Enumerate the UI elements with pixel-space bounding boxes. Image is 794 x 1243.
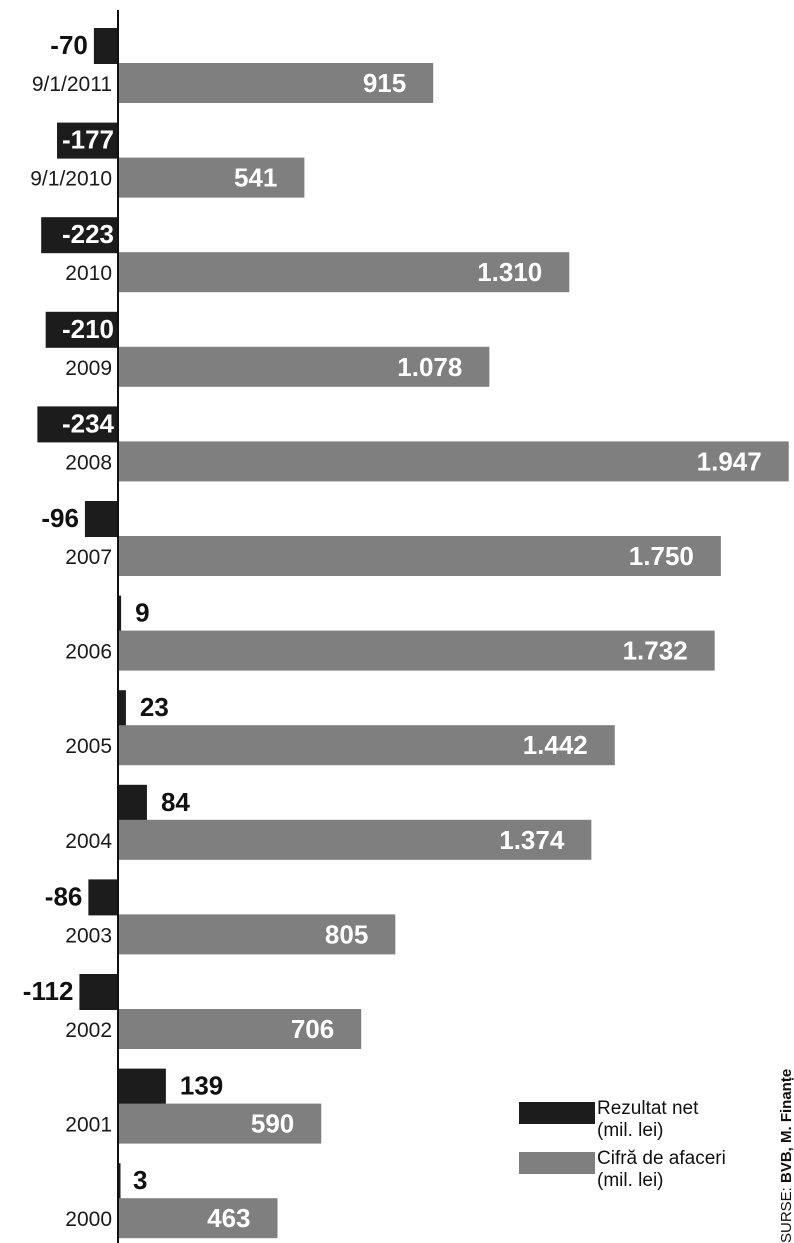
net-result-label: 3 <box>133 1165 147 1195</box>
source-text: BVB, M. Finanțe <box>778 1068 794 1183</box>
category-label: 2006 <box>65 641 112 664</box>
turnover-label: 805 <box>325 919 368 949</box>
source-note: SURSE: BVB, M. Finanțe <box>778 1069 794 1243</box>
turnover-label: 1.078 <box>397 352 462 382</box>
net-result-label: 139 <box>180 1071 223 1101</box>
category-label: 2010 <box>65 262 112 285</box>
net-result-bar <box>57 122 118 159</box>
net-result-label: -210 <box>62 314 114 344</box>
net-result-label: -86 <box>45 881 83 911</box>
turnover-bar <box>118 157 305 198</box>
net-result-bar <box>45 311 118 348</box>
turnover-bar <box>118 725 615 766</box>
legend-swatch-net-result <box>519 1102 595 1124</box>
turnover-bar <box>118 536 721 576</box>
net-result-bar <box>88 879 118 916</box>
source-prefix: SURSE: <box>778 1182 794 1243</box>
legend-label-net-result: Rezultat net <box>597 1098 699 1119</box>
net-result-bar <box>118 1163 121 1200</box>
net-result-bar <box>118 595 122 632</box>
turnover-bar <box>118 1009 362 1049</box>
net-result-label: -96 <box>41 503 79 533</box>
turnover-label: 463 <box>207 1203 250 1233</box>
turnover-bar <box>118 819 592 860</box>
net-result-label: -70 <box>50 30 88 60</box>
category-label: 2005 <box>65 735 112 758</box>
turnover-label: 706 <box>291 1014 334 1044</box>
turnover-label: 1.310 <box>477 257 542 287</box>
turnover-bar <box>118 1198 278 1239</box>
legend: Rezultat net (mil. lei) Cifră de afaceri… <box>519 1098 757 1198</box>
turnover-label: 1.442 <box>523 730 588 760</box>
turnover-label: 590 <box>251 1109 294 1139</box>
net-result-label: -234 <box>62 408 115 438</box>
turnover-bar <box>118 630 715 671</box>
turnover-label: 541 <box>234 163 277 193</box>
legend-item-net-result: Rezultat net (mil. lei) <box>519 1098 757 1142</box>
turnover-bar <box>118 441 789 482</box>
turnover-label: 915 <box>363 68 406 98</box>
net-result-label: -177 <box>62 125 114 155</box>
net-result-bar <box>118 1068 166 1105</box>
turnover-bar <box>118 914 396 955</box>
category-label: 2009 <box>65 357 112 380</box>
turnover-bar <box>118 1103 322 1144</box>
turnover-bar <box>118 63 434 103</box>
category-label: 2002 <box>65 1019 112 1042</box>
net-result-bar <box>37 406 118 443</box>
net-result-bar <box>79 974 118 1010</box>
net-result-bar <box>118 784 147 821</box>
legend-swatch-turnover <box>519 1152 595 1174</box>
legend-item-turnover: Cifră de afaceri (mil. lei) <box>519 1148 757 1192</box>
category-label: 2003 <box>65 924 112 947</box>
legend-unit-net-result: (mil. lei) <box>597 1120 664 1141</box>
category-label: 2001 <box>65 1114 112 1137</box>
net-result-label: -223 <box>62 219 114 249</box>
category-label: 2007 <box>65 546 112 569</box>
turnover-label: 1.750 <box>629 541 694 571</box>
turnover-label: 1.374 <box>499 825 565 855</box>
net-result-bar <box>118 690 126 727</box>
legend-unit-turnover: (mil. lei) <box>597 1170 664 1191</box>
net-result-bar <box>41 217 118 254</box>
turnover-bar <box>118 346 490 387</box>
legend-label-turnover: Cifră de afaceri <box>597 1148 726 1169</box>
net-result-bar <box>93 28 118 64</box>
turnover-label: 1.732 <box>623 636 688 666</box>
net-result-bar <box>84 501 118 537</box>
category-label: 2000 <box>65 1208 112 1231</box>
net-result-label: -112 <box>23 976 74 1006</box>
net-result-label: 23 <box>140 692 169 722</box>
turnover-bar <box>118 252 570 293</box>
category-label: 9/1/2011 <box>32 73 112 96</box>
category-label: 2004 <box>65 830 112 853</box>
net-result-label: 9 <box>135 598 149 628</box>
turnover-label: 1.947 <box>697 446 762 476</box>
category-label: 9/1/2010 <box>30 168 112 191</box>
net-result-label: 84 <box>161 787 190 817</box>
category-label: 2008 <box>65 451 112 474</box>
